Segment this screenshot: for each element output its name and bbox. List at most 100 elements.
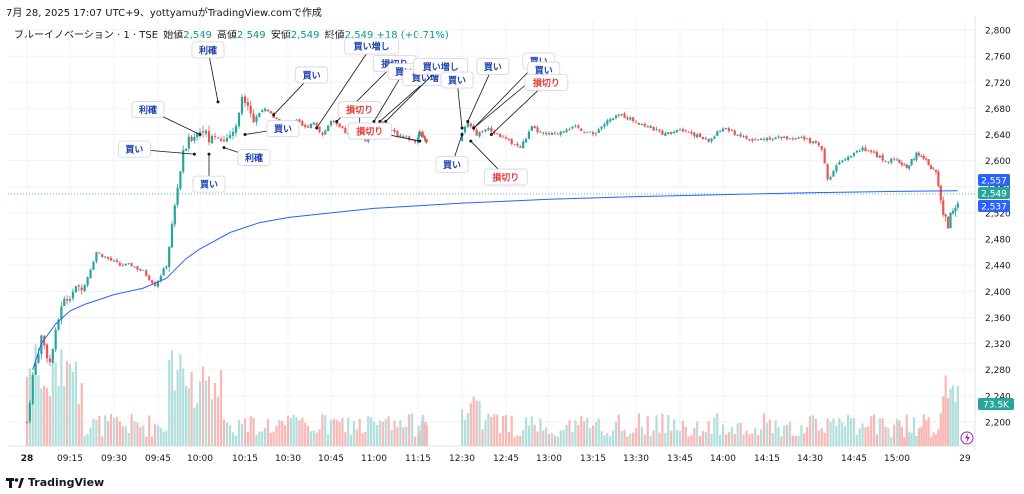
- candle-body: [418, 131, 421, 133]
- price-tag: [978, 174, 1010, 186]
- annotation-box: [118, 140, 151, 158]
- volume-bar: [847, 415, 850, 446]
- candle-body: [693, 132, 696, 137]
- candle-body: [895, 159, 899, 161]
- volume-bar: [794, 435, 797, 446]
- candle-body: [234, 125, 238, 133]
- volume-bar: [425, 425, 428, 446]
- candle-body: [516, 143, 519, 146]
- candle-body: [826, 164, 829, 180]
- volume-bar: [937, 429, 940, 446]
- volume-bar: [481, 429, 484, 446]
- volume-bar: [643, 434, 646, 446]
- volume-bar: [530, 416, 533, 446]
- volume-bar: [151, 436, 154, 446]
- volume-bar: [231, 432, 235, 446]
- volume-bar: [472, 396, 475, 446]
- candle-body: [751, 138, 754, 141]
- volume-bar: [162, 432, 165, 446]
- candle-body: [43, 335, 46, 346]
- volume-bar: [556, 436, 559, 446]
- volume-bar: [783, 425, 786, 446]
- volume-bar: [547, 433, 551, 446]
- candle-body: [594, 133, 597, 135]
- annotation-box: [237, 149, 271, 167]
- volume-bar: [352, 421, 356, 446]
- annotation-point: [207, 152, 211, 156]
- volume-bar: [25, 376, 29, 446]
- volume-bar: [298, 420, 301, 446]
- candle-body: [814, 141, 817, 143]
- volume-bar: [870, 416, 873, 446]
- candle-body: [98, 252, 101, 254]
- volume-bar: [751, 433, 754, 446]
- candle-body: [176, 187, 179, 205]
- volume-bar: [956, 385, 959, 446]
- volume-bar: [40, 388, 43, 446]
- candle-body: [210, 135, 214, 144]
- volume-bar: [43, 385, 46, 446]
- candle-body: [533, 125, 536, 129]
- candle-body: [127, 263, 130, 265]
- price-tag-label: 2,537: [981, 203, 1007, 213]
- volume-bar: [249, 416, 252, 446]
- candle-body: [86, 277, 89, 286]
- annotation-label: 買い: [274, 124, 292, 135]
- volume-bar: [198, 381, 202, 446]
- candle-body: [393, 129, 396, 132]
- candle-body: [399, 135, 402, 137]
- volume-bar: [381, 421, 384, 446]
- candle-body: [28, 402, 31, 422]
- volume-bar: [771, 432, 774, 446]
- volume-bar: [820, 428, 823, 446]
- volume-bar: [736, 423, 739, 446]
- candle-body: [243, 96, 247, 104]
- volume-bar: [510, 415, 513, 446]
- volume-bar: [724, 434, 728, 446]
- candle-body: [463, 126, 467, 133]
- candle-body: [849, 155, 853, 158]
- candle-body: [603, 124, 606, 127]
- volume-bar: [478, 401, 481, 446]
- volume-bar: [829, 421, 832, 446]
- candle-body: [664, 133, 667, 136]
- annotation-point: [418, 139, 422, 143]
- annotation-label: 買い: [484, 62, 502, 73]
- volume-bar: [321, 414, 324, 446]
- candle-body: [165, 266, 168, 268]
- volume-bar: [179, 354, 182, 446]
- candle-body: [838, 162, 841, 165]
- annotation-box: [524, 74, 569, 91]
- candle-body: [742, 136, 745, 137]
- candle-body: [145, 270, 148, 276]
- volume-bar: [153, 424, 157, 446]
- candle-body: [153, 282, 157, 287]
- volume-bar: [68, 363, 72, 446]
- annotation-box: [435, 156, 469, 173]
- x-tick-label: 10:15: [232, 454, 258, 464]
- volume-bar: [393, 420, 396, 446]
- candle-body: [591, 132, 595, 135]
- annotation-point: [466, 119, 470, 123]
- annotation-box: [295, 66, 329, 84]
- candle-body: [57, 319, 60, 330]
- volume-bar: [89, 427, 92, 446]
- volume-bar: [507, 431, 510, 446]
- volume-bar: [774, 420, 777, 446]
- volume-bar: [341, 418, 344, 446]
- x-tick-label: 09:30: [101, 454, 127, 464]
- candle-body: [490, 127, 493, 132]
- candle-body: [797, 137, 800, 139]
- volume-bar: [207, 376, 211, 446]
- candle-body: [173, 205, 176, 225]
- candle-body: [298, 119, 301, 122]
- candle-body: [344, 127, 347, 134]
- annotation-label: 買い: [200, 180, 218, 191]
- volume-bar: [48, 396, 52, 446]
- volume-bar: [101, 436, 104, 446]
- volume-bar: [301, 417, 304, 446]
- candle-body: [912, 159, 916, 160]
- annotation-box: [347, 122, 392, 140]
- candle-body: [539, 131, 542, 133]
